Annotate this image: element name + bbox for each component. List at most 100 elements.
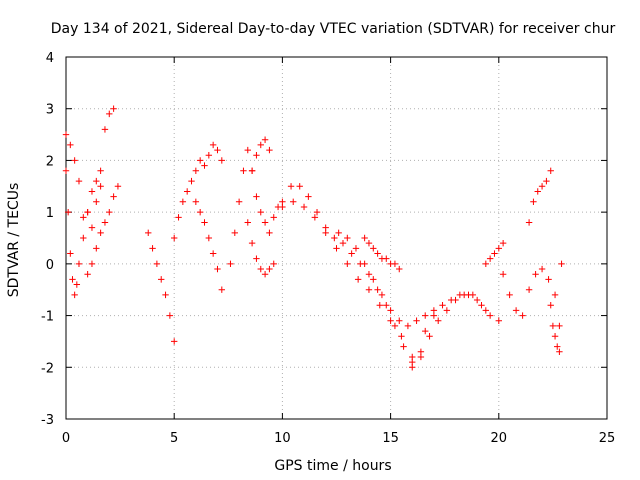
data-point [106, 110, 113, 118]
data-point [413, 317, 420, 324]
y-axis-label: SDTVAR / TECUs [6, 183, 22, 298]
data-point [93, 198, 100, 205]
data-point [551, 333, 559, 340]
data-point [331, 234, 338, 242]
data-point [352, 245, 360, 252]
data-point [266, 229, 273, 237]
data-point [214, 146, 221, 154]
data-point [80, 234, 87, 242]
data-point [71, 291, 78, 299]
series-track-22to23-fall [547, 260, 565, 355]
y-tick-label: -1 [41, 310, 54, 325]
data-point [261, 271, 269, 278]
data-point [64, 208, 72, 216]
data-point [114, 183, 122, 190]
data-point [465, 291, 472, 299]
data-point [69, 276, 76, 283]
data-point [97, 229, 104, 237]
data-point [435, 317, 442, 324]
data-point [196, 208, 204, 216]
data-point [235, 198, 243, 205]
data-point [84, 208, 91, 216]
data-point [439, 302, 446, 309]
data-point [482, 307, 490, 314]
series-track-10to14a [279, 198, 416, 361]
data-point [551, 291, 559, 299]
data-point [495, 317, 502, 324]
x-tick-label: 10 [274, 431, 291, 446]
data-point [166, 312, 174, 319]
data-point [398, 333, 405, 340]
data-point [486, 255, 494, 262]
data-point [201, 162, 208, 169]
data-point [396, 265, 403, 273]
data-point [400, 343, 407, 350]
x-axis-label: GPS time / hours [274, 458, 391, 474]
series-track-6to7h-low [192, 198, 226, 293]
data-point [179, 198, 187, 205]
data-point [422, 312, 429, 319]
data-point [149, 245, 156, 252]
data-point [543, 177, 550, 185]
data-point [257, 208, 264, 216]
data-point [447, 296, 455, 304]
data-point [188, 177, 195, 185]
y-tick-label: 4 [46, 51, 54, 66]
data-point [545, 276, 552, 283]
data-point [205, 234, 213, 242]
data-point [417, 348, 425, 355]
data-point [456, 291, 464, 299]
data-point [261, 219, 269, 226]
data-point [530, 198, 537, 205]
data-point [84, 271, 91, 278]
data-point [231, 229, 238, 237]
data-point [209, 250, 217, 257]
series-track-16to19b [422, 291, 490, 335]
data-point [266, 265, 273, 273]
data-point [409, 358, 416, 366]
data-point [374, 286, 381, 293]
data-point [171, 234, 178, 242]
data-point [547, 302, 554, 309]
x-tick-label: 0 [62, 431, 70, 446]
data-point [73, 281, 81, 288]
data-point [525, 286, 533, 293]
series-track-9h-arc [248, 136, 273, 174]
data-point [506, 291, 513, 299]
series-track-5to7h [171, 141, 226, 242]
data-point [491, 250, 498, 257]
data-point [67, 250, 74, 257]
series-track-early-low [62, 167, 104, 299]
data-point [378, 291, 386, 299]
data-point [404, 322, 412, 330]
data-point [153, 260, 161, 268]
series-track-13to15d [361, 234, 403, 273]
data-point [214, 265, 221, 273]
data-point [192, 198, 200, 205]
data-point [313, 208, 321, 216]
data-point [512, 307, 520, 314]
data-point [365, 286, 373, 293]
data-point [499, 239, 507, 247]
data-point [80, 214, 87, 221]
data-point [365, 271, 373, 278]
data-point [97, 183, 104, 190]
data-point [270, 214, 277, 221]
data-point [422, 327, 429, 335]
data-point [370, 276, 377, 283]
data-point [93, 245, 100, 252]
data-point [290, 198, 297, 205]
data-point [361, 234, 368, 242]
data-point [478, 302, 485, 309]
data-point [101, 219, 109, 226]
data-point [71, 157, 78, 164]
data-point [538, 183, 546, 190]
data-point [370, 245, 377, 252]
data-point [486, 312, 494, 319]
data-point [158, 276, 165, 283]
y-tick-label: -3 [41, 413, 54, 428]
data-point [67, 141, 74, 149]
data-point [538, 265, 546, 273]
x-tick-label: 15 [382, 431, 399, 446]
data-point [227, 260, 234, 268]
